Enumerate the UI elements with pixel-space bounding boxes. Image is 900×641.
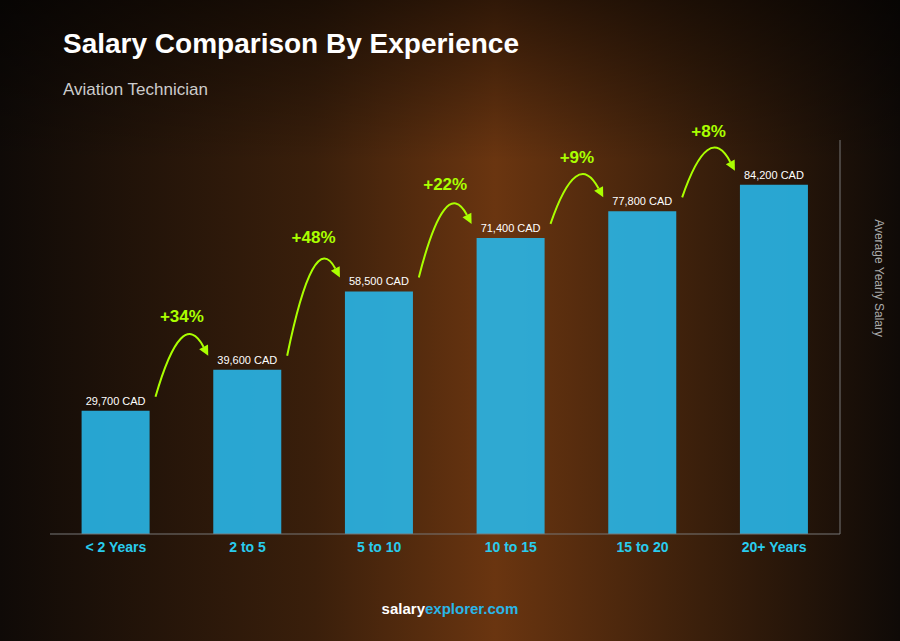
svg-text:< 2 Years: < 2 Years [85,539,146,555]
svg-text:20+ Years: 20+ Years [742,539,807,555]
svg-text:10 to 15: 10 to 15 [485,539,537,555]
svg-text:29,700 CAD: 29,700 CAD [86,395,146,407]
svg-text:+9%: +9% [560,148,595,167]
svg-text:5 to 10: 5 to 10 [357,539,402,555]
svg-text:Average Yearly Salary: Average Yearly Salary [872,219,886,337]
html-text:salary explorer.com: salary explorer.com [381,600,519,617]
svg-text:+8%: +8% [691,122,726,141]
html-text:Salary Comparison By Experienc: Salary Comparison By Experience [63,28,519,59]
svg-text:2 to 5: 2 to 5 [229,539,266,555]
svg-text:84,200 CAD: 84,200 CAD [744,169,804,181]
svg-text:+34%: +34% [160,307,204,326]
svg-text:+48%: +48% [292,228,336,247]
svg-text:+22%: +22% [423,175,467,194]
svg-text:15 to 20: 15 to 20 [616,539,668,555]
svg-text:58,500 CAD: 58,500 CAD [349,275,409,287]
svg-text:77,800 CAD: 77,800 CAD [612,195,672,207]
html-text:Aviation Technician: Aviation Technician [63,80,208,99]
svg-text:71,400 CAD: 71,400 CAD [481,222,541,234]
svg-text:39,600 CAD: 39,600 CAD [217,354,277,366]
